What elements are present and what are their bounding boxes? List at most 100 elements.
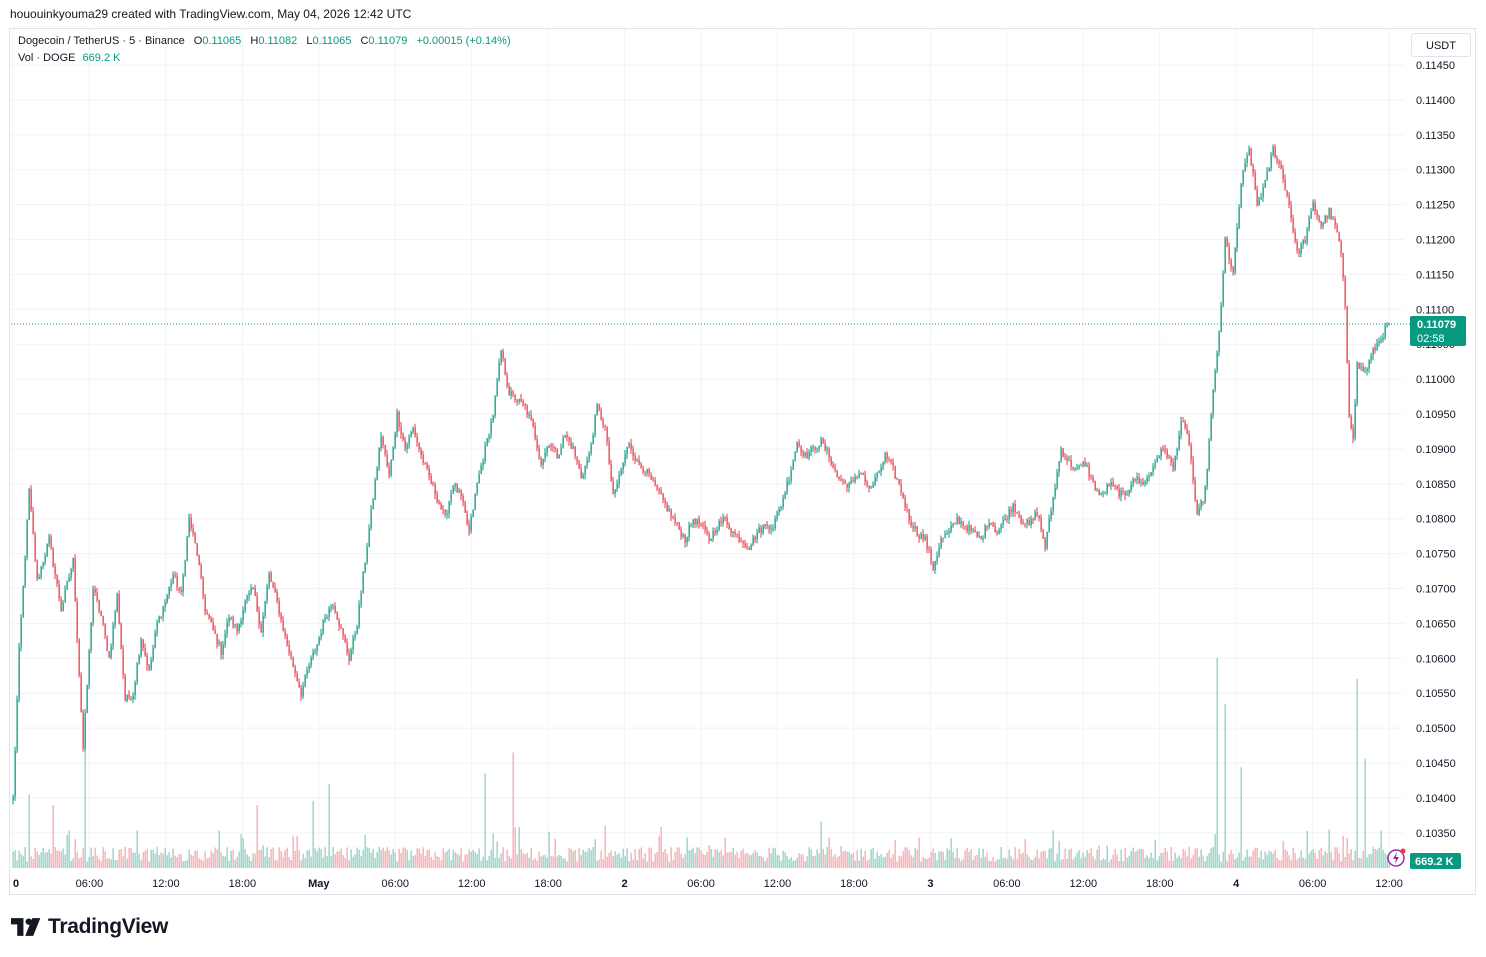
candle-body: [1000, 525, 1002, 530]
candle-body: [440, 503, 442, 510]
volume-bar: [622, 848, 624, 868]
candle-body: [1378, 340, 1380, 344]
volume-bar: [180, 854, 182, 868]
candle-body: [856, 477, 858, 479]
volume-bar: [744, 853, 746, 868]
volume-bar: [1302, 857, 1304, 868]
volume-bar: [86, 861, 88, 868]
volume-bar: [962, 859, 964, 868]
volume-bar: [972, 859, 974, 868]
candle-body: [540, 457, 542, 465]
candle-body: [66, 581, 68, 590]
candle-body: [770, 528, 772, 530]
volume-bar: [854, 860, 856, 868]
candle-body: [834, 467, 836, 471]
volume-bar: [198, 858, 200, 868]
volume-bar: [542, 855, 544, 868]
volume-bar: [62, 848, 64, 868]
candle-body: [708, 533, 710, 541]
candle-body: [1384, 326, 1386, 338]
volume-bar: [280, 850, 282, 868]
volume-bar: [1328, 829, 1330, 868]
volume-bar: [770, 853, 772, 868]
candle-body: [466, 512, 468, 525]
candle-body: [952, 523, 954, 526]
candle-body: [618, 475, 620, 484]
volume-bar: [690, 849, 692, 868]
tradingview-logo[interactable]: TradingView: [11, 915, 168, 939]
volume-bar: [1048, 848, 1050, 868]
candle-body: [464, 502, 466, 513]
volume-bar: [1202, 855, 1204, 868]
candle-body: [118, 593, 120, 624]
candle-body: [1114, 485, 1116, 487]
volume-bar: [888, 849, 890, 868]
candle-body: [212, 622, 214, 630]
candle-body: [114, 612, 116, 626]
candle-body: [724, 517, 726, 519]
currency-selector[interactable]: USDT: [1411, 33, 1471, 57]
volume-bar: [516, 854, 518, 868]
volume-bar: [906, 847, 908, 868]
candle-body: [1316, 211, 1318, 217]
candle-body: [668, 509, 670, 512]
volume-bar: [1046, 858, 1048, 868]
volume-bar: [214, 847, 216, 868]
volume-bar: [1192, 855, 1194, 868]
volume-bar: [828, 837, 830, 868]
candle-body: [152, 647, 154, 661]
candle-body: [962, 521, 964, 526]
candle-body: [934, 561, 936, 570]
candle-body: [396, 411, 398, 433]
chart-frame[interactable]: [9, 28, 1476, 895]
volume-bar: [878, 855, 880, 868]
candle-body: [706, 530, 708, 534]
candle-body: [446, 513, 448, 515]
volume-bar: [488, 856, 490, 868]
volume-bar: [186, 859, 188, 868]
volume-bar: [1330, 851, 1332, 868]
volume-bar: [1044, 851, 1046, 868]
volume-bar: [372, 848, 374, 868]
candle-body: [728, 524, 730, 529]
candle-body: [778, 508, 780, 513]
candle-body: [1070, 459, 1072, 467]
candle-body: [704, 525, 706, 531]
volume-bar: [478, 848, 480, 868]
volume-bar: [946, 848, 948, 868]
candle-body: [656, 484, 658, 489]
volume-bar: [218, 830, 220, 868]
volume-bar: [270, 849, 272, 868]
candle-body: [806, 452, 808, 458]
candle-body: [1040, 518, 1042, 530]
candle-body: [1012, 503, 1014, 513]
candle-body: [1276, 157, 1278, 162]
candle-body: [16, 699, 18, 751]
volume-bar: [806, 856, 808, 868]
volume-bar: [602, 859, 604, 868]
volume-bar: [1278, 860, 1280, 868]
candle-body: [454, 483, 456, 487]
volume-bar: [746, 852, 748, 868]
candle-body: [216, 633, 218, 645]
candle-body: [498, 363, 500, 381]
volume-bar: [1272, 853, 1274, 868]
candle-body: [744, 543, 746, 547]
bolt-icon[interactable]: [1387, 848, 1406, 867]
grid-lines: [11, 29, 1404, 868]
candle-body: [1308, 218, 1310, 230]
candle-body: [106, 635, 108, 652]
volume-bar: [14, 850, 16, 868]
candle-body: [284, 631, 286, 636]
candle-body: [1144, 482, 1146, 485]
price-tick-label: 0.10350: [1416, 828, 1456, 840]
volume-bar: [714, 849, 716, 868]
candle-body: [390, 459, 392, 476]
candle-body: [720, 521, 722, 523]
volume-bar: [258, 849, 260, 868]
candle-body: [164, 602, 166, 608]
candle-body: [24, 557, 26, 586]
candle-body: [828, 448, 830, 458]
candle-body: [218, 642, 220, 645]
